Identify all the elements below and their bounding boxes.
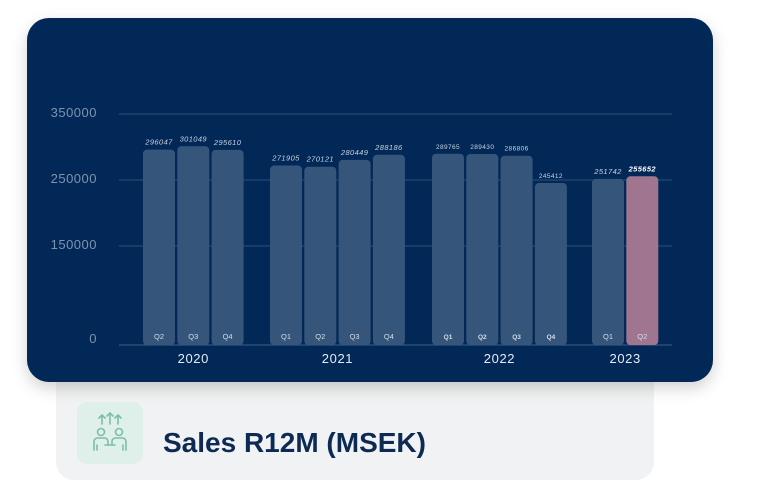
bar-value-label: 301049 <box>180 134 208 143</box>
y-tick-label: 0 <box>89 331 97 346</box>
bar <box>500 155 533 345</box>
bar-value-label: 271905 <box>271 154 300 163</box>
bar <box>338 159 371 345</box>
bar <box>177 146 210 345</box>
quarter-label: Q2 <box>478 334 487 341</box>
quarter-label: Q1 <box>444 334 453 341</box>
bar-value-label: 245412 <box>539 173 563 180</box>
bar-value-label: 295610 <box>213 138 242 147</box>
bar <box>432 153 464 345</box>
bar-value-label: 255652 <box>628 164 657 173</box>
y-tick-label: 350000 <box>51 105 97 120</box>
bar-value-label: 296047 <box>144 138 173 147</box>
bar <box>270 165 302 345</box>
quarter-label: Q4 <box>547 334 556 341</box>
bar-chart: 350000 250000 150000 0 296047 Q2 301049 Q3 29561… <box>51 105 672 366</box>
bar <box>143 149 175 345</box>
bar <box>372 154 405 345</box>
quarter-label: Q1 <box>281 332 291 341</box>
bar-value-label: 288186 <box>374 143 403 152</box>
y-tick-label: 250000 <box>51 171 97 186</box>
year-label: 2020 <box>178 351 209 366</box>
quarter-label: Q3 <box>188 332 198 341</box>
bar <box>534 183 567 345</box>
year-label: 2022 <box>484 351 515 366</box>
bar <box>626 176 659 345</box>
chart-title: Sales R12M (MSEK) <box>163 427 426 458</box>
bar-value-label: 280449 <box>340 148 369 157</box>
bar <box>304 166 337 345</box>
team-growth-icon <box>77 402 143 464</box>
quarter-label: Q2 <box>154 332 164 341</box>
quarter-label: Q4 <box>223 332 233 341</box>
bar-value-label: 270121 <box>306 155 334 164</box>
quarter-label: Q3 <box>350 332 360 341</box>
bar <box>592 178 624 345</box>
quarter-label: Q4 <box>384 332 394 341</box>
year-label: 2023 <box>609 351 640 366</box>
bar-value-label: 251742 <box>593 167 622 176</box>
chart-card: 350000 250000 150000 0 296047 Q2 301049 Q3 29561… <box>27 18 713 382</box>
y-tick-label: 150000 <box>51 237 97 252</box>
bar-value-label: 286806 <box>505 146 529 153</box>
bar-value-label: 289430 <box>470 144 494 151</box>
quarter-label: Q3 <box>512 334 521 341</box>
quarter-label: Q1 <box>603 332 613 341</box>
quarter-label: Q2 <box>315 332 325 341</box>
bar <box>466 153 499 345</box>
bar <box>211 149 244 345</box>
bar-value-label: 289765 <box>436 144 460 151</box>
quarter-label: Q2 <box>637 332 647 341</box>
year-label: 2021 <box>322 351 353 366</box>
